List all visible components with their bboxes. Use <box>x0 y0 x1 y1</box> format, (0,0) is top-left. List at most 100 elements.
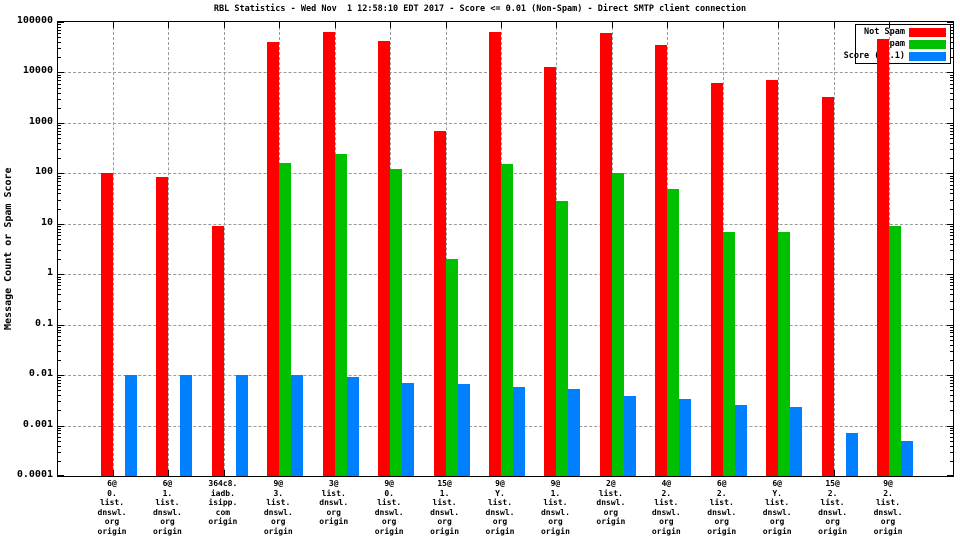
bar-score-0-1 <box>679 398 692 476</box>
bar-not-spam <box>544 66 557 476</box>
y-minor-tick <box>950 386 953 388</box>
y-major-tick <box>947 324 953 326</box>
y-minor-tick <box>58 199 61 201</box>
y-minor-tick <box>950 33 953 35</box>
y-minor-tick <box>58 125 61 127</box>
y-minor-tick <box>58 410 61 412</box>
bar-spam <box>390 169 403 476</box>
y-minor-tick <box>58 24 61 26</box>
y-minor-tick <box>58 433 61 435</box>
bar-not-spam <box>156 176 169 476</box>
y-minor-tick <box>58 309 61 311</box>
y-minor-tick <box>950 460 953 462</box>
y-minor-tick <box>58 80 61 82</box>
y-tick-label: 0.01 <box>28 368 53 380</box>
y-minor-tick <box>950 451 953 453</box>
y-minor-tick <box>950 107 953 109</box>
bar-score-0-1 <box>623 396 636 476</box>
y-minor-tick <box>950 344 953 346</box>
y-minor-tick <box>950 130 953 132</box>
y-tick-label: 0.1 <box>34 317 53 329</box>
y-minor-tick <box>58 138 61 140</box>
x-tick-label: 6@ Y. list. dnswl. org origin <box>762 479 792 536</box>
bar-not-spam <box>267 42 280 476</box>
y-minor-tick <box>950 276 953 278</box>
y-minor-tick <box>950 188 953 190</box>
y-minor-tick <box>58 440 61 442</box>
x-major-tick <box>833 22 835 28</box>
bar-not-spam <box>378 41 391 476</box>
bar-spam <box>501 163 513 476</box>
y-minor-tick <box>58 130 61 132</box>
y-minor-tick <box>58 382 61 384</box>
y-major-tick <box>947 223 953 225</box>
bar-spam <box>334 154 347 476</box>
y-minor-tick <box>950 279 953 281</box>
y-minor-tick <box>58 329 61 331</box>
y-minor-tick <box>950 238 953 240</box>
y-major-tick <box>947 72 953 74</box>
y-minor-tick <box>58 83 61 85</box>
x-major-tick <box>556 22 558 28</box>
bar-spam <box>889 226 902 476</box>
x-tick-label: 9@ 1. list. dnswl. org origin <box>540 479 570 536</box>
y-minor-tick <box>950 26 953 28</box>
bar-spam <box>667 188 680 476</box>
x-major-tick <box>168 22 170 28</box>
y-minor-tick <box>58 445 61 447</box>
y-major-tick <box>947 22 953 23</box>
y-minor-tick <box>950 382 953 384</box>
y-minor-tick <box>58 92 61 94</box>
y-minor-tick <box>58 188 61 190</box>
y-minor-tick <box>58 285 61 287</box>
y-minor-tick <box>58 243 61 245</box>
y-axis-label: Message Count or Spam Score <box>3 167 14 330</box>
y-major-tick <box>58 425 64 427</box>
y-tick-label: 1000 <box>28 115 53 127</box>
y-major-tick <box>947 375 953 377</box>
x-tick-label: 15@ 2. list. dnswl. org origin <box>818 479 848 536</box>
bar-score-0-1 <box>125 375 137 476</box>
bar-score-0-1 <box>845 433 858 476</box>
bar-score-0-1 <box>402 382 415 476</box>
y-minor-tick <box>58 98 61 100</box>
y-minor-tick <box>950 74 953 76</box>
y-major-tick <box>58 22 64 23</box>
y-minor-tick <box>58 289 61 291</box>
y-major-tick <box>58 122 64 124</box>
x-major-tick <box>501 22 502 28</box>
y-major-tick <box>58 173 64 175</box>
y-minor-tick <box>950 436 953 438</box>
x-major-tick <box>113 22 114 28</box>
y-minor-tick <box>58 395 61 397</box>
x-major-tick <box>722 22 724 28</box>
y-minor-tick <box>950 329 953 331</box>
y-minor-tick <box>950 427 953 429</box>
bar-not-spam <box>489 32 501 476</box>
y-minor-tick <box>58 379 61 381</box>
bar-score-0-1 <box>734 404 747 476</box>
y-minor-tick <box>58 149 61 151</box>
y-tick-label: 1 <box>46 267 53 279</box>
legend-label: Spam <box>884 39 905 49</box>
y-major-tick <box>58 375 64 377</box>
y-minor-tick <box>58 300 61 302</box>
bar-spam <box>611 173 624 476</box>
bar-score-0-1 <box>568 388 581 476</box>
y-minor-tick <box>58 107 61 109</box>
y-minor-tick <box>950 175 953 177</box>
y-minor-tick <box>58 386 61 388</box>
x-major-tick <box>113 470 114 476</box>
y-tick-label: 10 <box>40 216 53 228</box>
y-minor-tick <box>950 80 953 82</box>
y-gridline <box>58 122 953 124</box>
y-minor-tick <box>58 259 61 261</box>
y-minor-tick <box>950 339 953 341</box>
y-minor-tick <box>58 359 61 361</box>
x-major-tick <box>223 470 225 476</box>
y-minor-tick <box>58 158 61 160</box>
y-minor-tick <box>950 29 953 31</box>
y-minor-tick <box>950 48 953 50</box>
y-major-tick <box>58 475 64 476</box>
y-minor-tick <box>58 294 61 296</box>
